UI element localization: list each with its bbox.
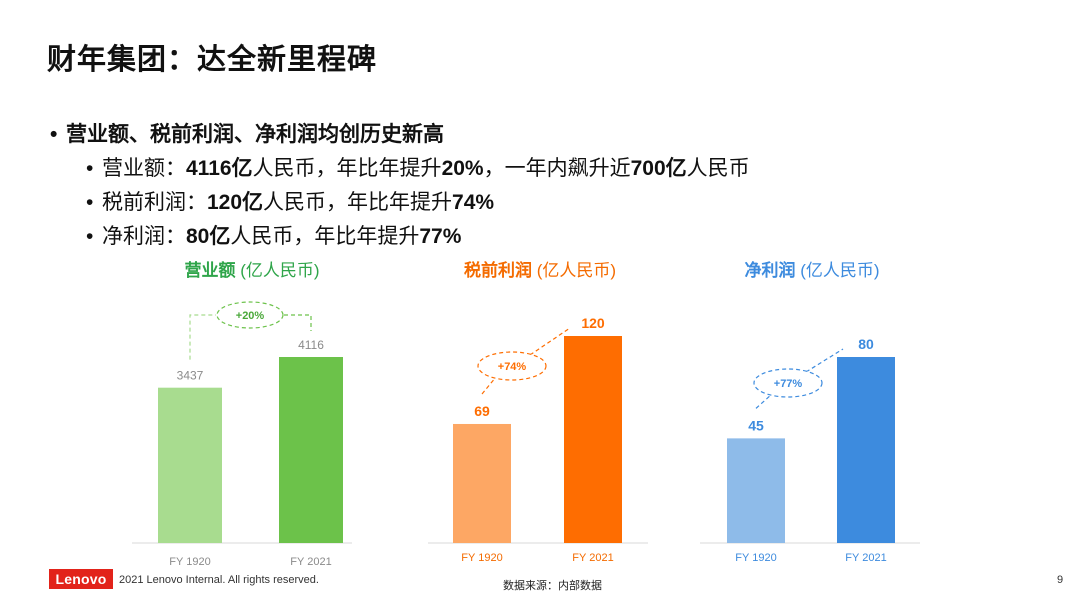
chart-title-revenue: 营业额 (亿人民币) [184, 260, 319, 280]
chart-title-name: 净利润 [744, 260, 800, 280]
bar-pretax-profit-fy2021 [564, 336, 622, 543]
category-label-net-profit-0: FY 1920 [735, 552, 776, 564]
data-source: 数据来源：内部数据 [503, 580, 602, 592]
growth-label-net-profit: +77% [774, 378, 803, 390]
category-label-pretax-profit-1: FY 2021 [572, 552, 613, 564]
growth-bubble-net-profit [753, 368, 823, 398]
bullet-net-profit: • 净利润：80亿人民币，年比年提升77% [86, 225, 462, 248]
chart-title-net-profit: 净利润 (亿人民币) [744, 260, 879, 280]
bar-pretax-profit-fy1920 [453, 423, 511, 543]
value-label-pretax-profit-0: 69 [474, 403, 490, 419]
growth-label-pretax-profit: +74% [498, 361, 527, 373]
bullet-pretax-profit: • 税前利润：120亿人民币，年比年提升74% [86, 191, 495, 214]
connector-revenue-left [189, 314, 216, 360]
bullet-revenue: • 营业额：4116亿人民币，年比年提升20%，一年内飙升近700亿人民币 [86, 157, 750, 180]
chart-title-name: 税前利润 [464, 260, 537, 280]
value-label-net-profit-1: 80 [858, 336, 874, 352]
chart-title-unit: (亿人民币) [537, 261, 616, 280]
bar-revenue-fy1920 [158, 387, 222, 543]
category-label-revenue-0: FY 1920 [169, 556, 210, 568]
chart-title-unit: (亿人民币) [240, 261, 319, 280]
connector-pretax-profit-right [529, 327, 571, 356]
value-label-net-profit-0: 45 [748, 417, 764, 433]
lenovo-logo: Lenovo [49, 569, 113, 589]
connector-revenue-right [284, 314, 312, 331]
chart-title-pretax-profit: 税前利润 (亿人民币) [464, 260, 616, 280]
growth-bubble-revenue [216, 301, 284, 329]
chart-title-unit: (亿人民币) [800, 261, 879, 280]
value-label-revenue-1: 4116 [298, 338, 324, 352]
category-label-net-profit-1: FY 2021 [845, 552, 886, 564]
page-number: 9 [1057, 574, 1064, 586]
category-label-pretax-profit-0: FY 1920 [461, 552, 502, 564]
growth-label-revenue: +20% [236, 310, 265, 322]
growth-bubble-pretax-profit [477, 351, 547, 381]
connector-net-profit-right [805, 348, 844, 373]
bullet-list: • 营业额、税前利润、净利润均创历史新高 • 营业额：4116亿人民币，年比年提升2… [50, 118, 750, 254]
value-label-revenue-0: 3437 [177, 369, 204, 383]
bullet-main: • 营业额、税前利润、净利润均创历史新高 [50, 123, 444, 146]
value-label-pretax-profit-1: 120 [581, 315, 605, 331]
bar-net-profit-fy1920 [727, 438, 785, 543]
slide-title: 财年集团：达全新里程碑 [47, 44, 378, 76]
bar-net-profit-fy2021 [837, 357, 895, 543]
connector-pretax-profit-left [481, 376, 497, 395]
category-label-revenue-1: FY 2021 [290, 556, 331, 568]
bar-revenue-fy2021 [279, 357, 343, 543]
copyright-text: 2021 Lenovo Internal. All rights reserve… [119, 574, 319, 586]
chart-title-name: 营业额 [184, 260, 240, 280]
connector-net-profit-left [755, 393, 773, 409]
